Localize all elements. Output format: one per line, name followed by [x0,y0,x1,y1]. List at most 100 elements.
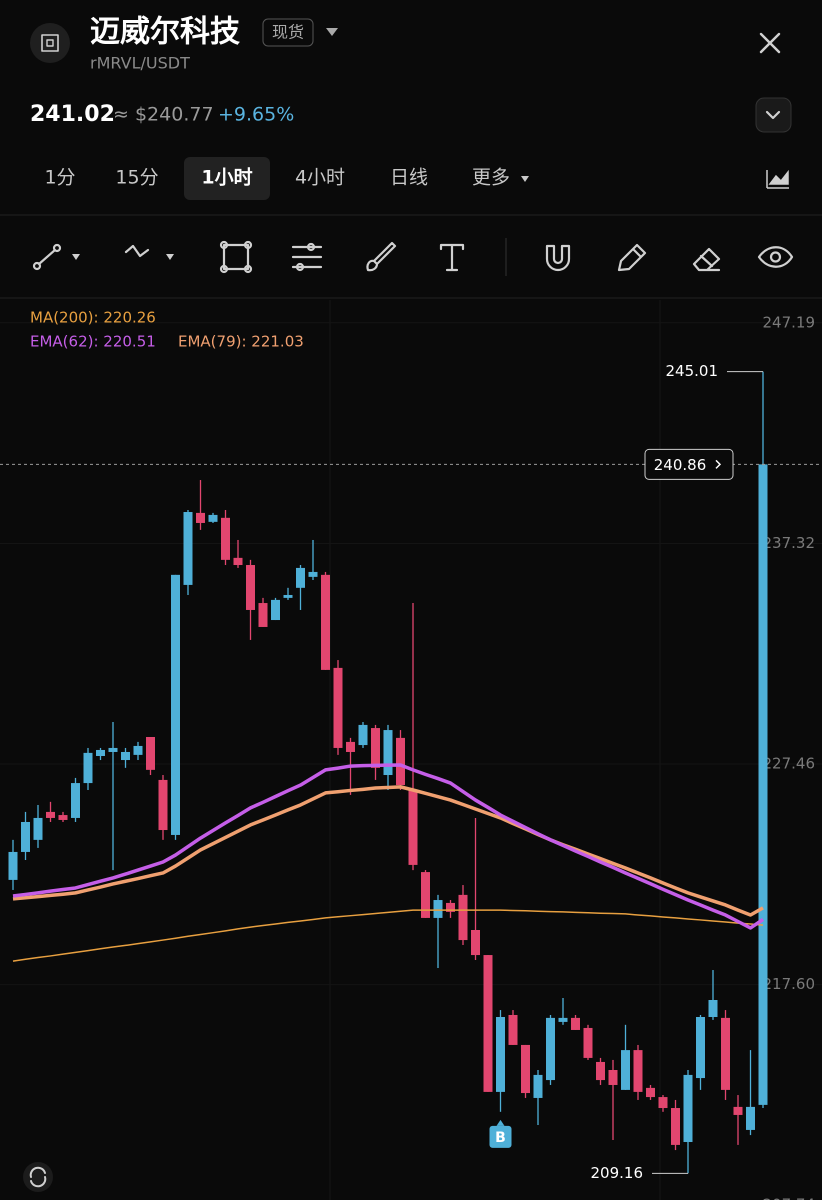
interval[interactable]: 日线 [390,167,428,189]
last-price-box[interactable] [644,448,734,480]
edit-tool[interactable] [617,243,647,272]
interval[interactable]: 4小时 [295,167,345,189]
candle-body [121,751,130,761]
fib-tool[interactable] [124,244,174,260]
close-button[interactable] [759,32,781,54]
candle-body [146,736,155,770]
candle-body [458,894,468,941]
candle-body [483,955,493,1092]
y-tick-label: 237.32 [763,534,816,552]
candle-body [683,1074,693,1143]
candle-body [183,512,193,585]
interval[interactable]: 1小时 [201,167,252,189]
indicator-ma200: MA(200): 220.26 [30,309,156,327]
symbol-dropdown[interactable] [326,28,338,36]
interval-bar: 1分 15分 1小时 4小时 日线 更多 [44,157,529,200]
candle-body [321,574,330,670]
candle-body [333,667,343,748]
chart-type-button[interactable] [766,169,789,189]
candle-body [21,821,30,852]
candle-body [33,817,43,840]
candle-body [171,574,180,835]
reset-button[interactable] [23,1162,53,1192]
moving-average [12,763,764,930]
text-tool[interactable] [439,243,465,272]
candle-body [733,1106,743,1115]
candle-body [708,1000,718,1017]
usd-price: ≈ $240.77 [113,104,214,126]
parallel-tool[interactable] [291,242,323,272]
candle-body [533,1074,543,1098]
line-tool[interactable] [32,243,80,271]
candle-body [296,567,305,588]
candle-body [408,790,418,865]
candle-body [446,902,455,912]
candle-body [658,1097,668,1109]
token-glyph [41,34,59,52]
indicator-ema62: EMA(62): 220.51 [30,333,156,351]
brush-tool[interactable] [366,241,397,272]
indicator-ema79: EMA(79): 221.03 [178,333,304,351]
moving-average [12,785,764,917]
symbol: rMRVL/USDT [90,54,190,73]
candle-body [583,1027,593,1058]
candle-body [608,1070,618,1085]
eraser-tool[interactable] [692,247,721,272]
candle-body [196,512,205,523]
candle-body [96,749,105,757]
candle-body [696,1016,705,1079]
last-price-label: 240.86 [654,456,707,474]
candle-body [433,900,443,918]
candle-body [8,851,18,880]
candle-body [421,872,430,918]
candle-body [596,1061,605,1081]
badge-frame [262,18,314,47]
token-icon [30,23,70,63]
magnet-tool[interactable] [545,244,571,272]
expand-chevron [765,110,781,120]
token-glyph-inner [46,39,54,47]
candle-body [546,1017,555,1081]
candle-body [308,571,318,577]
candle-body [383,730,393,776]
y-tick-label: 217.60 [763,975,816,993]
marker-pointer [496,1119,505,1126]
low-label: 209.16 [591,1164,644,1182]
candle-body [621,1050,630,1090]
candle-body [496,1016,505,1092]
interval[interactable]: 15分 [115,167,158,189]
candle-body [396,737,405,786]
marker-box[interactable] [489,1125,512,1148]
last-price-chevron [715,459,722,469]
candle-body [571,1017,580,1030]
interval[interactable]: 更多 [472,167,510,189]
candle-body [358,724,368,746]
candle-body [508,1014,518,1045]
candle-body [346,741,355,752]
candle-body [258,603,268,627]
candle-body [646,1087,655,1098]
candle-body [71,783,80,818]
y-tick-label: 207.74 [763,1196,816,1200]
candle-body [471,930,480,956]
more-dropdown [521,176,529,182]
badge: 现货 [272,23,304,42]
last-price: 241.02 [30,102,115,127]
chart: 247.19 237.32 227.46 217.60 207.74 240.86 245.… [0,313,822,1200]
candle-body [233,557,243,566]
drawing-toolbar [32,238,794,276]
candle-body [633,1050,643,1092]
candle-body [208,514,218,522]
visibility-tool[interactable] [757,246,794,268]
candle-body [558,1017,568,1022]
expand-button[interactable] [755,97,792,133]
candle-body [671,1108,680,1145]
candle-body [221,517,230,560]
interval[interactable]: 1分 [44,167,75,189]
candle-body [133,745,143,755]
candle-body [746,1106,755,1130]
shape-tool[interactable] [219,240,253,274]
candle-body [758,464,768,1105]
